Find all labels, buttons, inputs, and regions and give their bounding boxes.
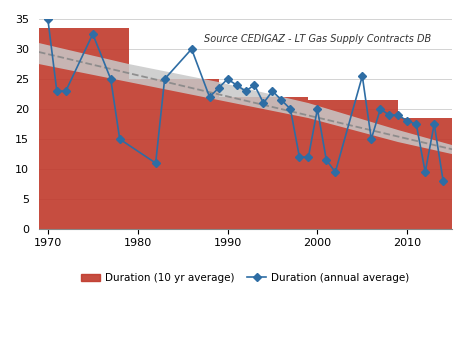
Text: Source CEDIGAZ - LT Gas Supply Contracts DB: Source CEDIGAZ - LT Gas Supply Contracts… bbox=[204, 34, 431, 44]
Bar bbox=[398, 118, 452, 229]
Bar bbox=[129, 79, 219, 229]
Bar bbox=[309, 100, 398, 229]
Bar bbox=[39, 28, 129, 229]
Polygon shape bbox=[39, 43, 452, 154]
Bar bbox=[219, 97, 309, 229]
Legend: Duration (10 yr average), Duration (annual average): Duration (10 yr average), Duration (annu… bbox=[77, 269, 414, 287]
